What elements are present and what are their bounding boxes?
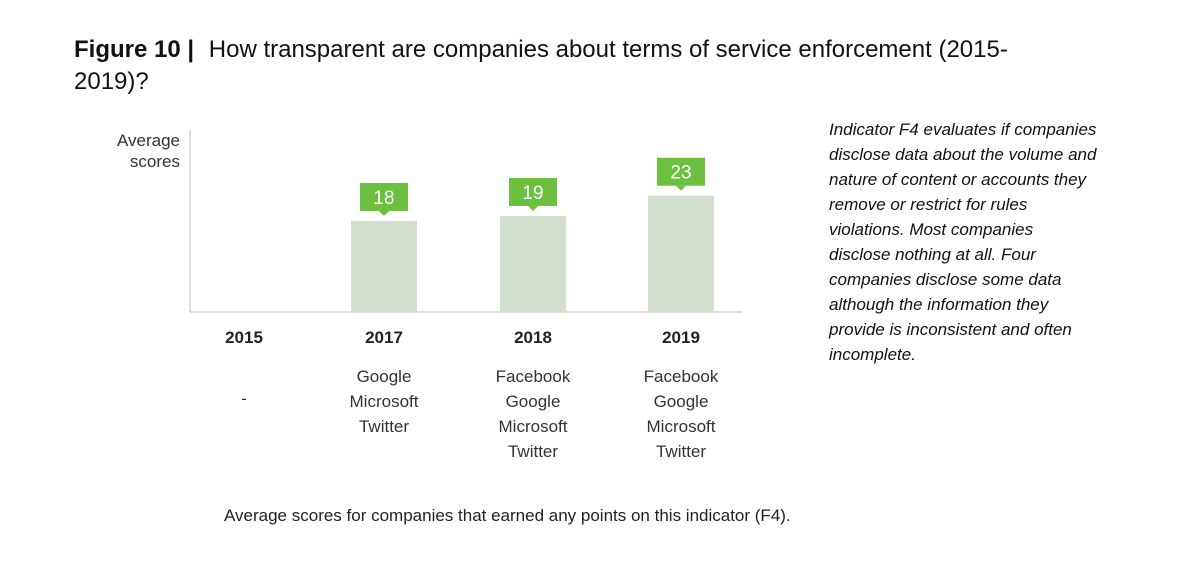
company-list-2017: Google Microsoft Twitter: [319, 364, 449, 439]
company-name: Google: [356, 367, 412, 386]
company-name: Microsoft: [498, 417, 568, 436]
data-label-box-2017: [360, 183, 408, 211]
bar-2019: [648, 195, 714, 312]
data-label-pointer-2018: [528, 205, 538, 211]
company-name: Twitter: [358, 417, 410, 436]
company-list-2019: Facebook Google Microsoft Twitter: [616, 364, 746, 464]
company-name: Twitter: [655, 442, 707, 461]
company-list-2018: Facebook Google Microsoft Twitter: [468, 364, 598, 464]
indicator-description: Indicator F4 evaluates if companies disc…: [829, 120, 1097, 364]
bar-2018: [500, 215, 566, 312]
company-name: Google: [653, 392, 709, 411]
bar-chart: 18 19 23: [189, 130, 742, 313]
x-tick-label: 2018: [514, 328, 552, 347]
x-tick-label: 2015: [225, 328, 263, 347]
data-label-2019: 23: [670, 163, 691, 184]
data-label-2017: 18: [373, 188, 394, 209]
bar-2017: [351, 221, 417, 312]
y-axis-label: Average scores: [116, 131, 180, 171]
figure-label: Figure 10 |: [74, 36, 195, 63]
company-name: Microsoft: [646, 417, 716, 436]
data-label-box-2019: [657, 157, 705, 186]
company-list-2015: -: [179, 386, 309, 411]
company-name: Microsoft: [349, 392, 419, 411]
figure-title-text: How transparent are companies about term…: [74, 36, 1008, 95]
x-tick-label: 2019: [662, 328, 700, 347]
data-label-2018: 19: [522, 183, 543, 204]
figure-title: Figure 10 | How transparent are companie…: [74, 34, 1034, 98]
company-name: Twitter: [507, 442, 559, 461]
x-tick-label: 2017: [365, 328, 403, 347]
company-name: Facebook: [643, 367, 719, 386]
company-name: Facebook: [495, 367, 571, 386]
data-label-pointer-2017: [379, 211, 389, 216]
data-label-box-2018: [509, 177, 557, 206]
footnote: Average scores for companies that earned…: [224, 506, 791, 525]
data-label-pointer-2019: [676, 185, 686, 191]
company-name: Google: [505, 392, 561, 411]
company-name: -: [241, 389, 247, 408]
